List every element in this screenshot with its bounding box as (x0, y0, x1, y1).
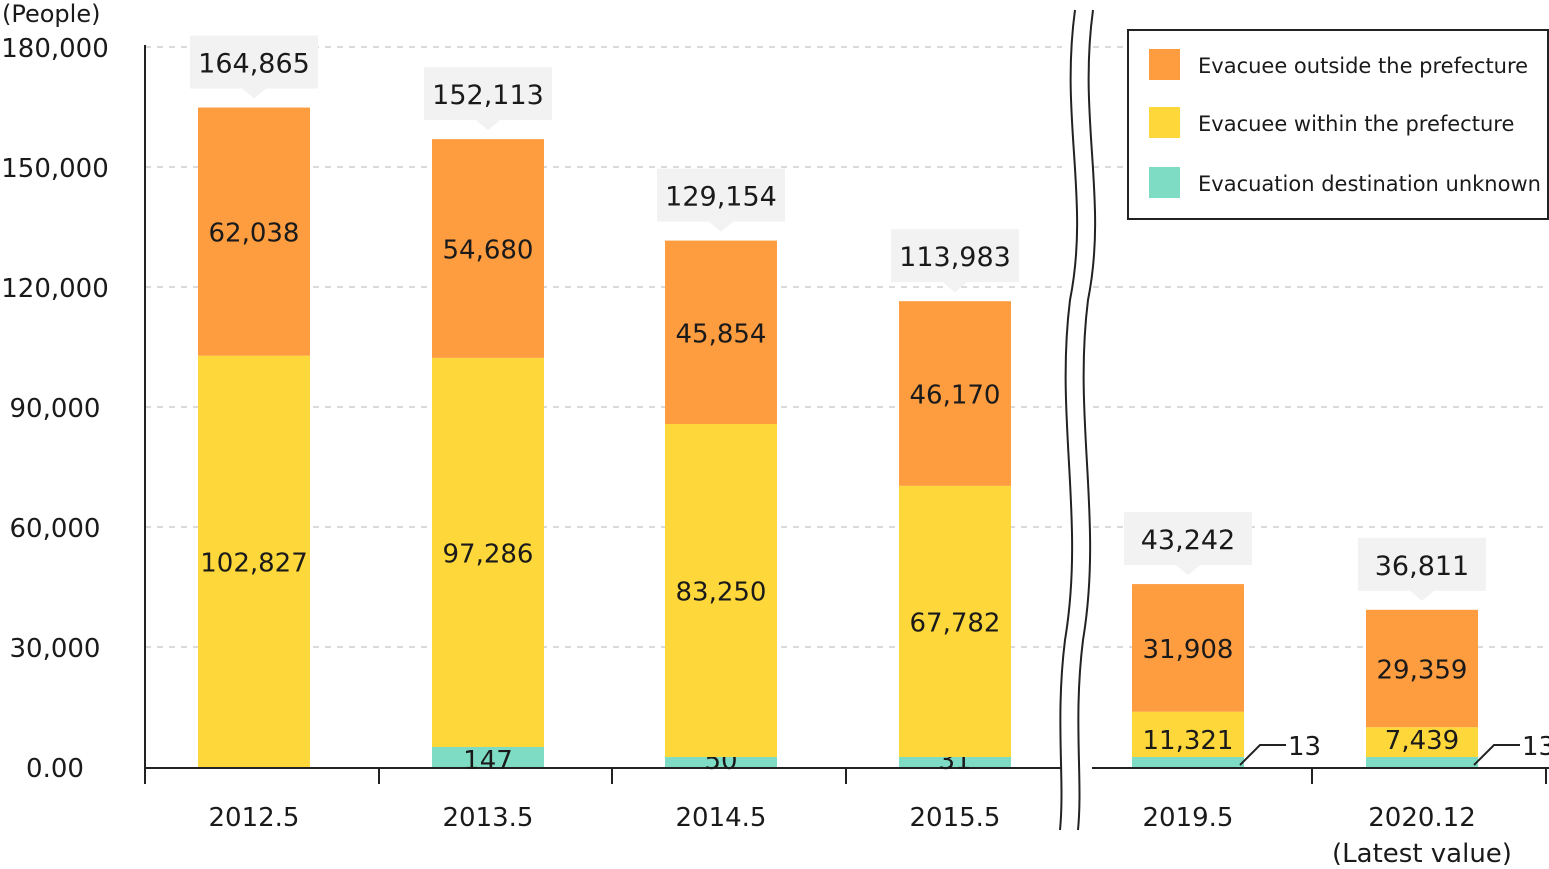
callout-line (1239, 744, 1286, 766)
y-tick-label: 180,000 (1, 34, 109, 64)
axis-break-line (1059, 9, 1079, 831)
data-label: 45,854 (676, 319, 767, 349)
data-label: 67,782 (910, 608, 1001, 638)
x-tick-label: 2013.5 (443, 803, 534, 833)
data-label: 7,439 (1385, 726, 1459, 756)
bar-segment (432, 747, 544, 767)
bar-segment (1132, 757, 1244, 767)
total-callout (1124, 512, 1252, 566)
x-tick-label: 2012.5 (209, 803, 300, 833)
bar-segment (665, 424, 777, 757)
bar-segment (899, 301, 1011, 486)
y-tick-label: 0.00 (26, 754, 84, 784)
data-label: 62,038 (209, 219, 300, 249)
y-tick-label: 90,000 (10, 394, 101, 424)
data-label: 13 (1522, 732, 1549, 762)
legend (1127, 29, 1549, 220)
data-label: 29,359 (1377, 656, 1468, 686)
bar-segment (432, 357, 544, 747)
bar-segment (198, 355, 310, 767)
data-label: 54,680 (443, 235, 534, 265)
data-label: 83,250 (676, 578, 767, 608)
total-callout-pointer (709, 221, 733, 232)
total-callout (190, 35, 318, 89)
total-callout-pointer (1176, 565, 1200, 576)
legend-swatch (1149, 49, 1180, 80)
y-tick-label: 150,000 (1, 154, 109, 184)
bar-segment (1132, 584, 1244, 712)
total-callout (657, 168, 785, 222)
total-callout (891, 229, 1019, 283)
total-callout (424, 67, 552, 121)
total-callout (1358, 537, 1486, 591)
x-tick-label: 2019.5 (1143, 803, 1234, 833)
data-label: 46,170 (910, 381, 1001, 411)
total-label: 43,242 (1141, 525, 1235, 556)
y-tick-label: 30,000 (10, 634, 101, 664)
legend-swatch (1149, 167, 1180, 198)
bar-segment (665, 757, 777, 767)
y-tick-label: 120,000 (1, 274, 109, 304)
bar-segment (899, 757, 1011, 767)
total-callout-pointer (1410, 590, 1434, 601)
x-tick-label: 2020.12 (1368, 803, 1476, 833)
bar-segment (665, 240, 777, 424)
bar-segment (1132, 711, 1244, 757)
total-label: 164,865 (198, 49, 310, 80)
total-label: 113,983 (899, 242, 1011, 273)
bar-segment (1366, 757, 1478, 767)
total-label: 152,113 (432, 80, 544, 111)
legend-label: Evacuee within the prefecture (1198, 112, 1514, 136)
total-callout-pointer (242, 88, 266, 99)
data-label: 147 (463, 746, 513, 776)
axis-break-line (1077, 9, 1097, 831)
y-axis-label: (People) (2, 0, 100, 28)
data-label: 11,321 (1143, 726, 1234, 756)
bar-segment (198, 107, 310, 356)
total-label: 129,154 (665, 182, 777, 213)
x-tick-label: 2014.5 (676, 803, 767, 833)
total-callout-pointer (476, 120, 500, 131)
total-callout-pointer (943, 282, 967, 293)
legend-label: Evacuation destination unknown (1198, 172, 1541, 196)
bar-segment (1366, 609, 1478, 728)
data-label: 31,908 (1143, 635, 1234, 665)
callout-line (1473, 744, 1520, 766)
data-label: 13 (1288, 732, 1321, 762)
total-label: 36,811 (1375, 551, 1469, 582)
bar-segment (1366, 727, 1478, 757)
data-label: 97,286 (443, 539, 534, 569)
x-tick-label: 2015.5 (910, 803, 1001, 833)
data-label: 102,827 (200, 548, 308, 578)
x-tick-sublabel: (Latest value) (1332, 839, 1512, 865)
bar-segment (432, 139, 544, 358)
y-tick-label: 60,000 (10, 514, 101, 544)
bar-segment (899, 485, 1011, 757)
legend-swatch (1149, 107, 1180, 138)
legend-label: Evacuee outside the prefecture (1198, 54, 1528, 78)
